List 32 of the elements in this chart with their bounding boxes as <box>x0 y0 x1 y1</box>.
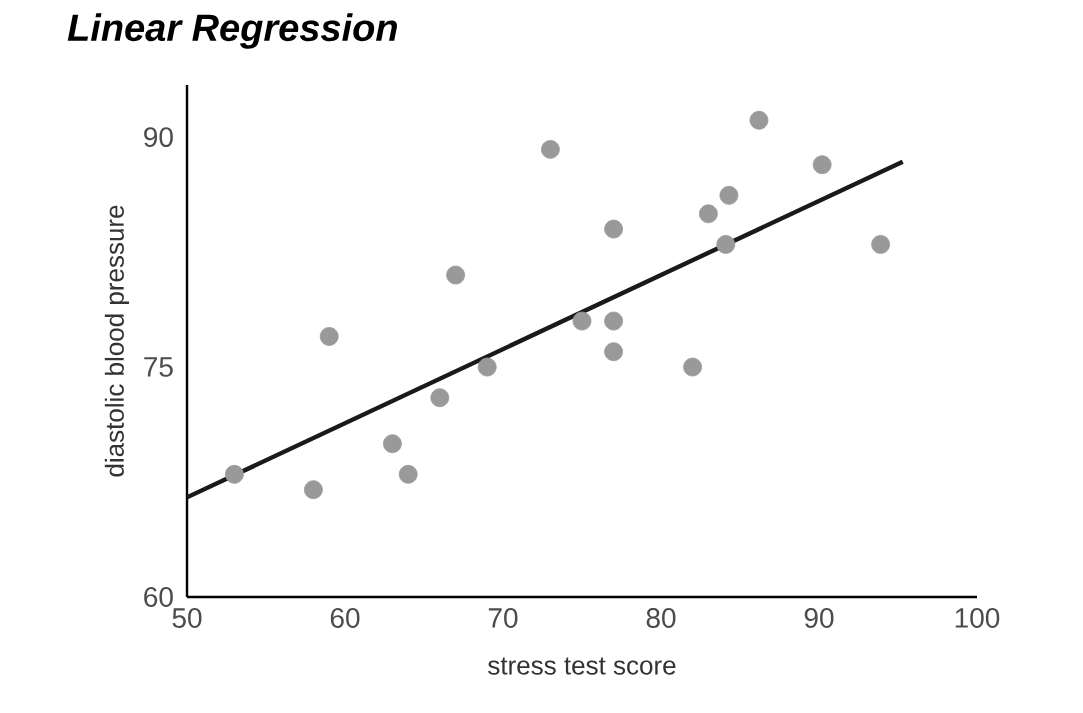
y-tick-label: 90 <box>144 127 173 148</box>
point <box>477 357 497 377</box>
x-tick-label: 100 <box>955 608 1000 628</box>
point <box>749 110 769 130</box>
point <box>383 434 402 454</box>
point <box>871 235 891 254</box>
point <box>716 235 736 254</box>
point <box>430 388 450 408</box>
point <box>319 326 339 346</box>
x-tick-label: 60 <box>330 608 360 628</box>
point <box>604 219 623 239</box>
y-axis-title: diastolic blood pressure <box>104 205 130 477</box>
x-tick-label: 70 <box>488 608 518 628</box>
point <box>304 480 323 500</box>
x-tick-label: 80 <box>646 608 676 628</box>
point <box>572 311 592 331</box>
point <box>604 311 623 331</box>
point <box>812 155 832 175</box>
point <box>604 342 623 362</box>
point <box>698 204 718 224</box>
x-tick-label: 50 <box>172 608 202 628</box>
point <box>398 464 418 484</box>
y-tick-label: 60 <box>144 587 173 607</box>
point <box>225 464 244 484</box>
y-tick-label: 75 <box>144 357 173 377</box>
x-tick-label: 90 <box>804 608 834 628</box>
point <box>446 265 465 285</box>
point <box>683 357 702 377</box>
point <box>719 185 739 205</box>
chart-title: Linear Regression <box>67 13 397 49</box>
point <box>541 139 560 159</box>
x-axis-title: stress test score <box>488 657 676 675</box>
